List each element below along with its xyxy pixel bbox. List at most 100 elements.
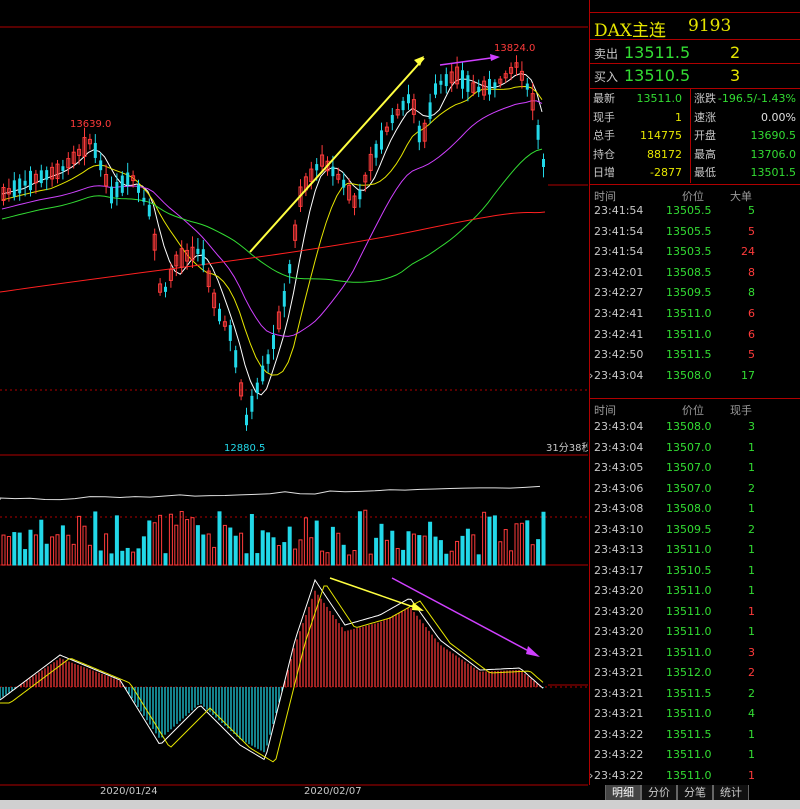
stat-label: 日增 (593, 166, 615, 179)
volume-bar (98, 550, 103, 566)
row-price: 13507.0 (666, 481, 712, 495)
date-axis: 2020/01/24 2020/02/07 (0, 785, 588, 800)
volume-bar (314, 520, 319, 566)
candle-body (239, 382, 244, 397)
tick-row[interactable]: 23:43:06 13507.0 2 (590, 479, 800, 499)
row-price: 13508.5 (666, 265, 712, 279)
kline-chart-area[interactable]: 13824.0 13639.0 12880.5 31分38秒 2020/01/2… (0, 0, 591, 800)
row-time: 23:43:22 (594, 768, 644, 782)
candle-body (66, 158, 71, 169)
tick-row[interactable]: 23:43:04 13508.0 3 (590, 417, 800, 437)
tick-row[interactable]: 23:43:08 13508.0 1 (590, 499, 800, 519)
volume-bar (282, 542, 287, 566)
big-order-row[interactable]: 23:42:41 13511.0 6 (590, 304, 800, 324)
tick-row[interactable]: 23:43:10 13509.5 2 (590, 520, 800, 540)
row-price: 13507.0 (666, 440, 712, 454)
volume-bar (28, 529, 33, 566)
stat-value: 114775 (640, 129, 682, 142)
big-order-row[interactable]: 23:41:54 13505.5 5 (590, 222, 800, 242)
row-time: 23:41:54 (594, 245, 644, 259)
volume-bar (422, 535, 427, 566)
tick-row[interactable]: 23:43:04 13507.0 1 (590, 438, 800, 458)
volume-bar (239, 532, 244, 566)
row-volume: 1 (748, 768, 755, 782)
candle-body (466, 75, 470, 92)
volume-bar (158, 514, 163, 566)
volume-bar (109, 553, 114, 566)
big-order-row[interactable]: 23:42:41 13511.0 6 (590, 325, 800, 345)
row-time: 23:43:21 (594, 666, 644, 679)
moving-average-line (1, 100, 543, 337)
tick-row[interactable]: › 23:43:22 13511.0 1 (589, 766, 800, 786)
tick-row[interactable]: 23:43:21 13511.0 3 (590, 643, 800, 663)
candle-body (50, 166, 55, 180)
big-order-row[interactable]: 23:41:54 13505.5 5 (590, 201, 800, 221)
kline-chart-svg[interactable]: 13824.0 13639.0 12880.5 31分38秒 (0, 0, 591, 800)
tick-row[interactable]: 23:43:21 13511.5 2 (590, 684, 800, 704)
tick-col-time: 时间 (594, 404, 616, 417)
trend-arrow-purple-top-head (490, 54, 500, 61)
big-order-row[interactable]: 23:41:54 13503.5 24 (590, 242, 800, 262)
candle-body (45, 170, 49, 180)
volume-bar (525, 520, 530, 566)
tick-row[interactable]: 23:43:20 13511.0 1 (590, 602, 800, 622)
row-volume: 1 (748, 748, 755, 761)
stat-value: 1 (675, 110, 682, 124)
volume-bar (77, 515, 82, 566)
tick-row[interactable]: 23:43:17 13510.5 1 (590, 561, 800, 581)
volume-bar (465, 528, 470, 566)
volume-bar (406, 531, 411, 566)
candle-body (282, 291, 286, 307)
stat-value: -196.5/-1.43% (717, 92, 796, 105)
candle-body (245, 414, 248, 426)
row-price: 13503.5 (666, 245, 712, 259)
tick-row[interactable]: 23:43:21 13512.0 2 (590, 663, 800, 683)
volume-bar (368, 553, 373, 566)
row-time: 23:43:21 (594, 686, 644, 700)
row-time: 23:42:41 (594, 307, 644, 320)
volume-bar (141, 536, 146, 566)
candle-body (309, 168, 314, 183)
volume-bar (438, 540, 443, 566)
tick-row[interactable]: 23:43:20 13511.0 1 (590, 622, 800, 642)
big-order-header: 时间 价位 大单 (590, 186, 800, 204)
big-order-row[interactable]: › 23:43:04 13508.0 17 (589, 366, 800, 386)
candle-body (250, 395, 254, 412)
row-time: 23:43:20 (594, 625, 644, 638)
row-price: 13511.0 (666, 604, 712, 618)
tick-row[interactable]: 23:43:13 13511.0 1 (590, 540, 800, 560)
candle-body (411, 99, 416, 115)
stat-label: 持仓 (593, 147, 615, 161)
bid-label: 买入 (594, 70, 619, 84)
stat-value: 0.00% (761, 110, 796, 124)
divider (590, 398, 800, 399)
volume-bar (244, 553, 249, 566)
candle-body (234, 350, 238, 368)
tick-row[interactable]: 23:43:21 13511.0 4 (590, 704, 800, 724)
tick-row[interactable]: 23:43:05 13507.0 1 (590, 458, 800, 478)
big-order-row[interactable]: 23:42:01 13508.5 8 (590, 263, 800, 283)
row-time: 23:42:27 (594, 286, 644, 300)
volume-bar (260, 530, 265, 566)
row-time: 23:43:22 (594, 748, 644, 761)
stat-label: 最新 (593, 92, 615, 105)
row-volume: 1 (748, 584, 755, 597)
tab-statistics[interactable]: 统计 (713, 785, 749, 802)
tick-row[interactable]: 23:43:20 13511.0 1 (590, 581, 800, 601)
row-time: 23:43:21 (594, 707, 644, 720)
tick-row[interactable]: 23:43:22 13511.0 1 (590, 745, 800, 765)
volume-bar (460, 535, 465, 566)
row-price: 13509.5 (666, 522, 712, 536)
row-volume: 1 (748, 461, 755, 474)
volume-bar (401, 549, 406, 566)
big-order-row[interactable]: 23:42:50 13511.5 5 (590, 345, 800, 365)
tick-row[interactable]: 23:43:22 13511.5 1 (590, 725, 800, 745)
candle-body (115, 181, 119, 198)
big-order-row[interactable]: 23:42:27 13509.5 8 (590, 283, 800, 303)
candle-body (158, 283, 163, 293)
candle-body (33, 173, 38, 184)
bid-volume: 3 (730, 66, 741, 85)
candle-body (71, 151, 76, 164)
volume-bar (384, 539, 389, 566)
row-time: 23:43:05 (594, 461, 644, 474)
